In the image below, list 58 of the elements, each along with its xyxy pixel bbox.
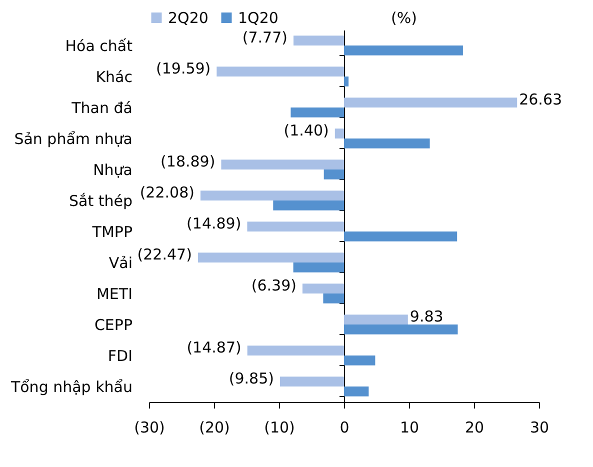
data-label: (22.47) — [137, 246, 192, 264]
bar — [344, 46, 463, 56]
bar — [344, 98, 518, 108]
y-tick-label: TMPP — [91, 223, 132, 241]
y-tick-label: Sản phẩm nhựa — [14, 130, 132, 148]
bar — [273, 200, 344, 210]
bar — [216, 66, 344, 76]
data-label: (7.77) — [242, 28, 288, 47]
x-tick-label: 30 — [530, 418, 550, 436]
x-tick-label: (10) — [264, 418, 295, 436]
y-tick-label: Tổng nhập khẩu — [10, 378, 132, 396]
text: (%) — [391, 9, 417, 27]
bar — [200, 190, 344, 200]
bar — [344, 76, 349, 86]
data-label: (14.89) — [186, 214, 242, 233]
y-tick-label: Vải — [108, 254, 132, 272]
data-label: (9.85) — [228, 370, 274, 388]
y-tick-label: FDI — [108, 347, 132, 365]
bar — [344, 138, 430, 148]
y-tick-label: Than đá — [70, 99, 132, 117]
y-tick-label: CEPP — [94, 316, 132, 334]
bar — [302, 284, 344, 294]
bar — [247, 222, 344, 232]
bar — [344, 356, 376, 366]
data-label: (19.59) — [156, 60, 211, 78]
bar — [334, 128, 344, 138]
bar — [323, 294, 344, 304]
y-tick-label: Sắt thép — [68, 192, 132, 210]
bar — [293, 36, 344, 46]
bar — [344, 314, 408, 324]
data-label: (1.40) — [284, 122, 329, 140]
bar — [324, 170, 344, 180]
bar — [344, 324, 458, 334]
bar — [290, 108, 344, 118]
y-tick-label: Hóa chất — [65, 37, 133, 55]
data-label: 9.83 — [410, 308, 444, 326]
x-tick-label: 20 — [464, 418, 484, 436]
data-label: (22.08) — [140, 184, 194, 202]
bar — [198, 252, 344, 262]
data-label: (14.87) — [186, 338, 242, 357]
bar — [344, 232, 458, 242]
x-tick-label: (30) — [134, 418, 165, 436]
bar — [247, 346, 344, 356]
bar — [293, 262, 344, 272]
y-tick-label: Khác — [96, 68, 132, 86]
data-label: (6.39) — [251, 276, 296, 295]
x-tick-label: 0 — [340, 418, 350, 436]
x-tick-label: (20) — [199, 418, 230, 436]
x-tick-label: 10 — [400, 418, 420, 436]
legend-label: 2Q20 — [168, 8, 208, 27]
data-label: 26.63 — [519, 90, 562, 109]
bar — [344, 386, 369, 396]
y-tick-label: METI — [96, 285, 132, 303]
bar — [280, 376, 344, 386]
legend-label: 1Q20 — [238, 8, 278, 27]
y-tick-label: Nhựa — [93, 161, 132, 179]
data-label: (18.89) — [160, 152, 216, 171]
bar — [221, 160, 344, 170]
